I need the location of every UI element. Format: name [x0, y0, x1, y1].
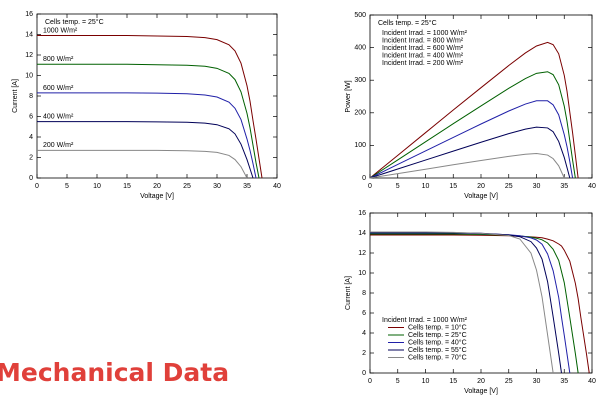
y-tick-label: 6 — [362, 310, 366, 317]
y-tick-label: 10 — [25, 72, 33, 79]
y-tick-label: 6 — [29, 113, 33, 120]
y-tick-label: 500 — [354, 12, 366, 19]
x-tick-label: 35 — [243, 183, 251, 190]
y-tick-label: 0 — [362, 175, 366, 182]
legend-label: Incident Irrad. = 400 W/m² — [382, 52, 464, 59]
x-tick-label: 0 — [35, 183, 39, 190]
legend-label: Cells temp. = 40°C — [408, 338, 467, 346]
x-tick-label: 15 — [449, 378, 457, 385]
data-line — [369, 126, 571, 179]
curve-label: 400 W/m² — [43, 113, 74, 120]
x-tick-label: 5 — [396, 378, 400, 385]
x-tick-label: 30 — [533, 378, 541, 385]
x-tick-label: 40 — [588, 183, 596, 190]
x-tick-label: 25 — [505, 183, 513, 190]
annotation: Cells temp. = 25°C — [45, 18, 104, 26]
legend-label: Incident Irrad. = 1000 W/m² — [382, 30, 468, 37]
y-tick-label: 200 — [354, 110, 366, 117]
y-tick-label: 2 — [29, 154, 33, 161]
y-tick-label: 12 — [358, 250, 366, 257]
x-tick-label: 0 — [368, 183, 372, 190]
data-line — [37, 149, 248, 179]
data-line — [37, 92, 257, 179]
x-tick-label: 10 — [93, 183, 101, 190]
y-tick-label: 0 — [362, 370, 366, 377]
curve-label: 1000 W/m² — [43, 27, 78, 34]
y-tick-label: 12 — [25, 52, 33, 59]
x-tick-label: 0 — [368, 378, 372, 385]
legend-label: Incident Irrad. = 600 W/m² — [382, 45, 464, 52]
data-line — [370, 231, 554, 374]
x-tick-label: 30 — [213, 183, 221, 190]
y-tick-label: 2 — [362, 350, 366, 357]
y-axis-title: Power [W] — [345, 80, 352, 112]
x-tick-label: 40 — [273, 183, 281, 190]
data-line — [37, 121, 254, 179]
y-tick-label: 8 — [362, 290, 366, 297]
legend-label: Cells temp. = 70°C — [408, 353, 467, 361]
data-line — [370, 234, 590, 374]
curve-label: 600 W/m² — [43, 85, 74, 92]
x-axis-title: Voltage [V] — [464, 388, 498, 395]
x-axis-title: Voltage [V] — [464, 193, 498, 200]
y-tick-label: 100 — [354, 142, 366, 149]
legend-label: Incident Irrad. = 800 W/m² — [382, 37, 464, 44]
curve-label: 800 W/m² — [43, 56, 74, 63]
y-tick-label: 16 — [25, 11, 33, 18]
section-heading: Mechanical Data — [0, 358, 230, 387]
x-axis-title: Voltage [V] — [140, 193, 174, 200]
y-tick-label: 14 — [25, 31, 33, 38]
y-tick-label: 300 — [354, 77, 366, 84]
data-line — [369, 153, 565, 179]
x-tick-label: 10 — [422, 378, 430, 385]
x-tick-label: 5 — [65, 183, 69, 190]
legend-title: Incident Irrad. = 1000 W/m² — [382, 317, 468, 324]
annotation: Cells temp. = 25°C — [378, 19, 437, 27]
x-tick-label: 15 — [123, 183, 131, 190]
y-tick-label: 400 — [354, 44, 366, 51]
y-axis-title: Current [A] — [12, 79, 19, 113]
data-line — [37, 35, 263, 179]
y-tick-label: 4 — [29, 134, 33, 141]
y-tick-label: 16 — [358, 210, 366, 217]
data-line — [37, 63, 260, 179]
legend-label: Cells temp. = 10°C — [408, 323, 467, 331]
plot-frame — [36, 13, 278, 179]
x-tick-label: 5 — [396, 183, 400, 190]
data-line — [369, 41, 579, 179]
y-tick-label: 10 — [358, 270, 366, 277]
x-tick-label: 35 — [560, 378, 568, 385]
y-tick-label: 0 — [29, 175, 33, 182]
x-tick-label: 25 — [183, 183, 191, 190]
data-line — [369, 100, 574, 179]
x-tick-label: 15 — [449, 183, 457, 190]
x-tick-label: 10 — [422, 183, 430, 190]
legend-label: Incident Irrad. = 200 W/m² — [382, 60, 464, 67]
x-tick-label: 35 — [560, 183, 568, 190]
data-line — [370, 233, 579, 374]
x-tick-label: 20 — [477, 378, 485, 385]
plot-frame — [369, 212, 593, 374]
x-tick-label: 40 — [588, 378, 596, 385]
legend-label: Cells temp. = 55°C — [408, 346, 467, 354]
y-axis-title: Current [A] — [345, 276, 352, 310]
y-tick-label: 8 — [29, 93, 33, 100]
x-tick-label: 20 — [477, 183, 485, 190]
y-tick-label: 14 — [358, 230, 366, 237]
data-line — [369, 71, 576, 179]
x-tick-label: 25 — [505, 378, 513, 385]
x-tick-label: 30 — [533, 183, 541, 190]
curve-label: 200 W/m² — [43, 142, 74, 149]
y-tick-label: 4 — [362, 330, 366, 337]
x-tick-label: 20 — [153, 183, 161, 190]
legend-label: Cells temp. = 25°C — [408, 331, 467, 339]
